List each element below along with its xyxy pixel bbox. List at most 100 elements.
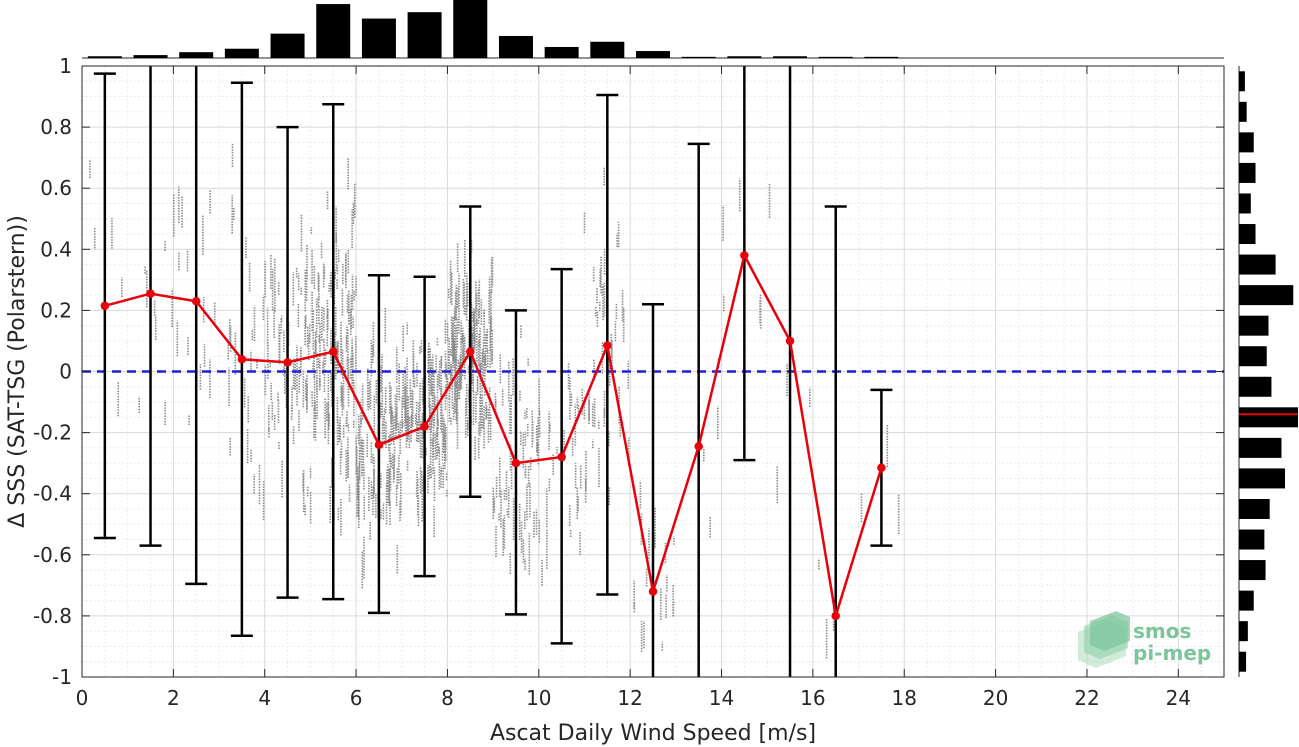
mean-line <box>104 251 883 617</box>
top-histogram-bar <box>681 56 716 58</box>
logo-text-pi-mep: pi-mep <box>1133 641 1211 665</box>
mean-point <box>328 347 338 356</box>
mean-point <box>740 251 749 260</box>
right-histogram-bar <box>1239 224 1256 245</box>
mean-point <box>603 341 612 350</box>
y-tick-label: -0.2 <box>33 421 72 445</box>
right-histogram-bar <box>1239 529 1265 550</box>
x-tick-label: 8 <box>441 686 454 710</box>
mean-point <box>420 422 429 431</box>
mean-point <box>191 296 201 306</box>
right-histogram-bar <box>1239 621 1248 642</box>
mean-point <box>100 301 110 311</box>
top-histogram <box>82 0 1224 59</box>
axis-ticks <box>81 65 1224 678</box>
x-tick-label: 10 <box>526 686 551 710</box>
error-bar <box>733 66 756 462</box>
x-tick-label: 14 <box>709 686 734 710</box>
y-tick-label: 0.6 <box>40 176 72 200</box>
top-histogram-bar <box>179 52 214 58</box>
mean-point <box>466 347 475 356</box>
right-histogram-bar <box>1239 132 1254 153</box>
error-bar <box>642 303 664 677</box>
logo-text-smos: smos <box>1133 619 1191 643</box>
x-axis-title: Ascat Daily Wind Speed [m/s] <box>490 721 816 746</box>
x-tick-label: 24 <box>1166 686 1191 710</box>
x-tick-label: 4 <box>258 686 271 710</box>
right-histogram-bar <box>1239 651 1247 672</box>
mean-point <box>283 358 292 367</box>
mean-points <box>100 251 886 621</box>
logo-stack-icon <box>1078 611 1130 668</box>
x-tick-label: 20 <box>983 686 1008 710</box>
right-histogram-bar <box>1239 376 1272 397</box>
y-tick-labels: -1 -0.8 -0.6 -0.4 -0.2 0 0.2 0.4 0.6 0.8 1 <box>33 54 72 689</box>
right-histogram-bar <box>1239 437 1282 458</box>
y-tick-label: -0.8 <box>33 604 72 628</box>
right-histogram-bar <box>1239 285 1294 306</box>
error-bar <box>687 142 710 677</box>
y-axis-title: Δ SSS (SAT-TSG (Polarstern)) <box>5 215 30 528</box>
mean-point <box>237 355 247 364</box>
right-histogram-bar <box>1239 254 1276 275</box>
y-tick-label: 0.2 <box>40 298 72 322</box>
top-histogram-bar <box>544 46 579 58</box>
right-histogram-bar <box>1239 560 1266 581</box>
y-tick-label: 0.8 <box>40 115 72 139</box>
x-tick-label: 22 <box>1074 686 1099 710</box>
top-histogram-bar <box>270 33 305 58</box>
mean-point <box>557 452 566 462</box>
mean-point <box>511 458 521 468</box>
top-histogram-bar <box>727 56 762 58</box>
top-histogram-bar <box>590 41 625 58</box>
right-histogram-bar <box>1239 407 1298 428</box>
main-plot-area: 0 2 4 6 8 10 12 14 16 18 20 22 24 -1-0.8-0.6-0.4-0.2… <box>33 54 1225 710</box>
top-histogram-bar <box>316 4 351 58</box>
top-histogram-bar <box>818 56 853 58</box>
x-tick-label: 18 <box>892 686 917 710</box>
mean-point <box>694 442 703 451</box>
y-tick-label: -0.4 <box>33 482 72 506</box>
right-histogram-bar <box>1239 346 1267 367</box>
right-histogram-bar <box>1239 71 1245 92</box>
mean-point <box>831 611 840 621</box>
y-tick-label: -0.6 <box>33 543 72 567</box>
top-histogram-bar <box>864 56 899 58</box>
right-histogram-bar <box>1239 498 1270 519</box>
top-histogram-bar <box>773 56 808 58</box>
mean-point <box>146 289 155 298</box>
top-histogram-bar <box>453 0 488 58</box>
y-tick-label: 0.4 <box>40 237 72 261</box>
x-tick-labels: 0 2 4 6 8 10 12 14 16 18 20 22 24 <box>76 686 1191 710</box>
top-histogram-bar <box>407 12 442 58</box>
right-histogram-bar <box>1239 162 1256 183</box>
x-tick-label: 12 <box>617 686 642 710</box>
y-tick-label: 0 <box>59 360 72 384</box>
error-bar <box>185 66 208 586</box>
top-histogram-bar <box>87 56 122 58</box>
mean-point <box>877 463 886 472</box>
x-tick-label: 0 <box>76 686 89 710</box>
mean-point <box>785 336 795 346</box>
right-histogram-bar <box>1239 101 1247 122</box>
x-tick-label: 6 <box>350 686 363 710</box>
mean-point <box>374 440 384 450</box>
right-histogram-bar <box>1239 193 1251 214</box>
right-histogram-bar <box>1239 590 1254 611</box>
error-bar <box>139 66 162 547</box>
top-histogram-bar <box>224 48 259 58</box>
mean-point <box>648 587 658 596</box>
top-histogram-bar <box>361 18 396 59</box>
top-histogram-bar <box>133 55 168 58</box>
x-tick-label: 16 <box>800 686 825 710</box>
top-histogram-bar <box>636 51 670 58</box>
x-tick-label: 2 <box>167 686 180 710</box>
y-tick-label: -1 <box>52 665 72 689</box>
right-histogram-bar <box>1239 315 1269 336</box>
y-tick-label: 1 <box>59 54 72 78</box>
right-histogram-bar <box>1239 468 1286 489</box>
top-histogram-bar <box>498 35 533 58</box>
error-bar <box>824 205 847 677</box>
right-histogram <box>1238 66 1298 677</box>
smos-pi-mep-logo: smos pi-mep <box>1078 611 1211 668</box>
